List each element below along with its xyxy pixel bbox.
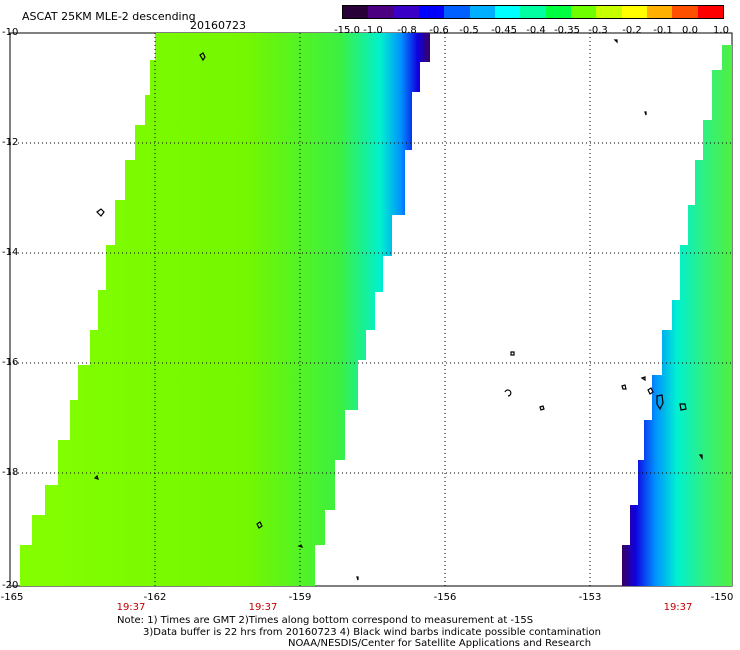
colorbar-label: -0.45 bbox=[491, 25, 517, 36]
island-outline bbox=[96, 208, 105, 217]
note-line-2: 3)Data buffer is 22 hrs from 20160723 4)… bbox=[143, 627, 601, 638]
colorbar-segment bbox=[469, 6, 495, 18]
island-outline bbox=[539, 405, 545, 411]
colorbar-segment bbox=[570, 6, 597, 18]
colorbar bbox=[342, 5, 724, 19]
colorbar-labels: -15.0 -1.0 -0.8 -0.6 -0.5 -0.45 -0.4 -0.… bbox=[0, 25, 740, 39]
colorbar-label: -0.4 bbox=[526, 25, 546, 36]
colorbar-segment bbox=[672, 6, 698, 18]
colorbar-label: 0.0 bbox=[682, 25, 698, 36]
colorbar-segment bbox=[343, 6, 369, 18]
colorbar-segment bbox=[596, 6, 622, 18]
swath-east bbox=[622, 45, 732, 586]
lon-label: -165 bbox=[0, 592, 24, 603]
colorbar-label: -0.35 bbox=[554, 25, 580, 36]
colorbar-segment bbox=[646, 6, 673, 18]
lon-label: -156 bbox=[433, 592, 457, 603]
colorbar-label: -0.6 bbox=[429, 25, 449, 36]
colorbar-label: -1.0 bbox=[363, 25, 383, 36]
island-outline bbox=[510, 351, 515, 356]
lat-label: -12 bbox=[2, 137, 19, 148]
island-outline bbox=[698, 454, 703, 460]
lon-label: -153 bbox=[578, 592, 602, 603]
island-outline bbox=[621, 384, 627, 390]
colorbar-segment bbox=[368, 6, 394, 18]
colorbar-segment bbox=[697, 6, 723, 18]
lat-label: -20 bbox=[2, 580, 19, 591]
island-outline bbox=[356, 576, 359, 581]
note-line-1: Note: 1) Times are GMT 2)Times along bot… bbox=[117, 615, 534, 626]
colorbar-segment bbox=[621, 6, 647, 18]
islands bbox=[93, 39, 703, 581]
colorbar-segment bbox=[494, 6, 521, 18]
colorbar-label: 1.0 bbox=[713, 25, 729, 36]
lat-label: -16 bbox=[2, 357, 19, 368]
island-outline bbox=[504, 389, 512, 397]
colorbar-label: -15.0 bbox=[334, 25, 360, 36]
island-outline bbox=[644, 111, 647, 116]
colorbar-label: -0.3 bbox=[588, 25, 608, 36]
grid-lines bbox=[10, 33, 732, 586]
colorbar-segment bbox=[444, 6, 470, 18]
title: ASCAT 25KM MLE-2 descending bbox=[22, 10, 196, 23]
lat-label: -10 bbox=[2, 27, 19, 38]
island-outline bbox=[297, 544, 304, 549]
island-outline bbox=[93, 474, 99, 480]
colorbar-segment bbox=[520, 6, 546, 18]
island-outline bbox=[256, 521, 263, 529]
colorbar-label: -0.1 bbox=[653, 25, 673, 36]
time-label: 19:37 bbox=[248, 602, 278, 613]
time-label: 19:37 bbox=[116, 602, 146, 613]
colorbar-segment bbox=[418, 6, 445, 18]
colorbar-segment bbox=[393, 6, 419, 18]
swath-west bbox=[20, 33, 430, 586]
island-outline bbox=[647, 387, 654, 395]
colorbar-label: -0.5 bbox=[459, 25, 479, 36]
lat-label: -18 bbox=[2, 467, 19, 478]
island-outline bbox=[199, 52, 206, 62]
colorbar-segment bbox=[545, 6, 571, 18]
lon-label: -150 bbox=[710, 592, 734, 603]
island-outline bbox=[656, 394, 664, 411]
note-line-3: NOAA/NESDIS/Center for Satellite Applica… bbox=[288, 638, 592, 649]
lon-label: -162 bbox=[143, 592, 167, 603]
lon-label: -159 bbox=[288, 592, 312, 603]
date-label: 20160723 bbox=[190, 19, 246, 32]
lat-label: -14 bbox=[2, 247, 19, 258]
island-outline bbox=[679, 403, 687, 411]
colorbar-label: -0.2 bbox=[622, 25, 642, 36]
island-outline bbox=[640, 376, 646, 382]
colorbar-label: -0.8 bbox=[397, 25, 417, 36]
island-outline bbox=[613, 39, 618, 44]
time-label: 19:37 bbox=[663, 602, 693, 613]
